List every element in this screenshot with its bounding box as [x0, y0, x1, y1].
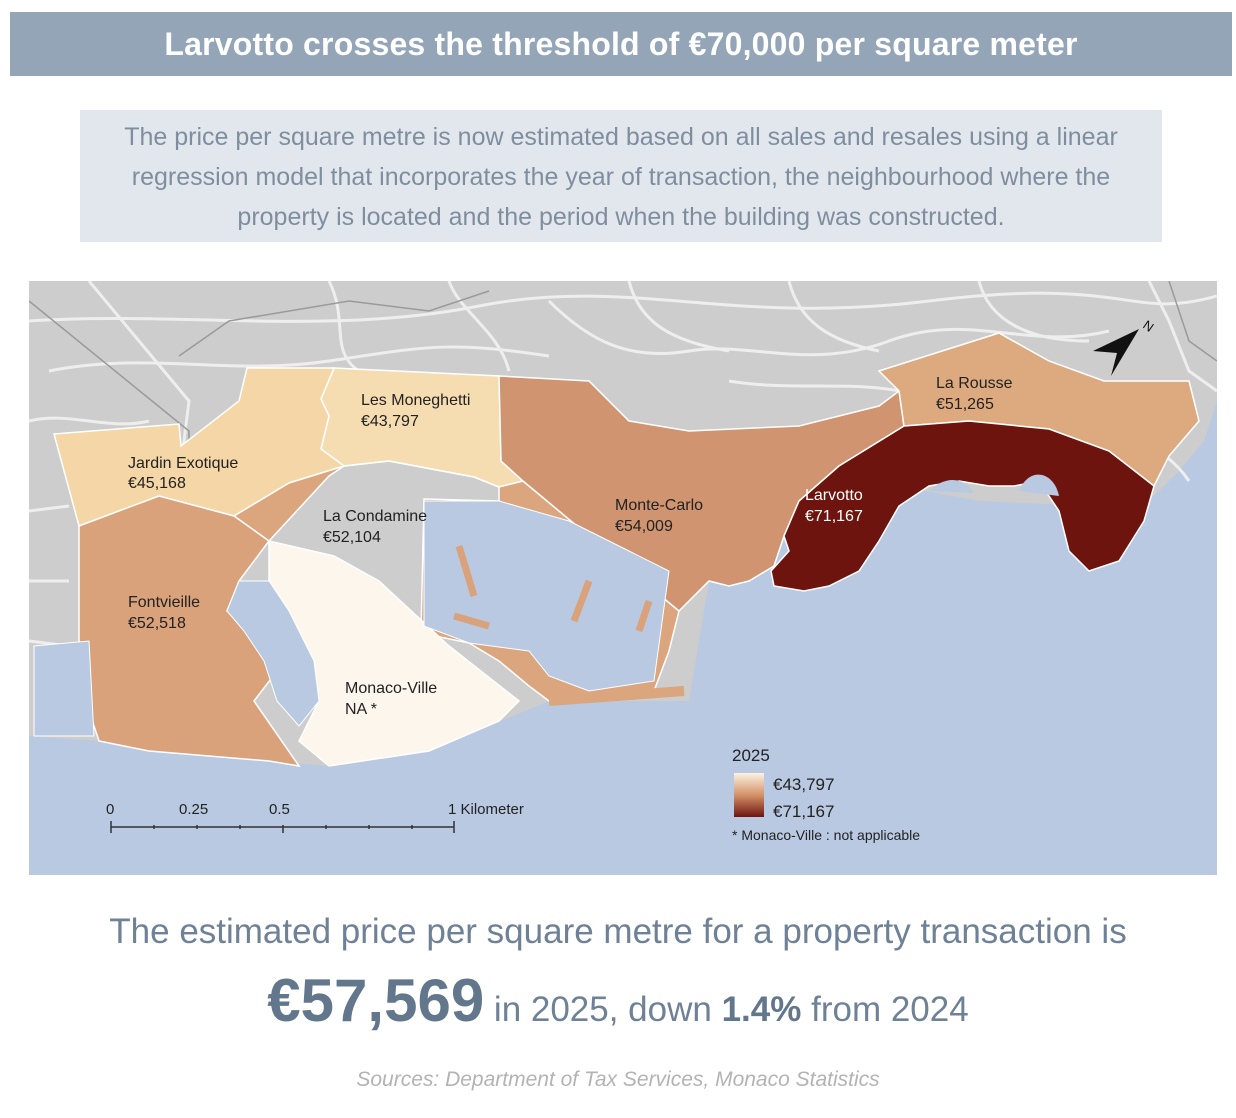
zone-label-monaco-ville-name: Monaco-Ville — [345, 680, 437, 697]
legend: 2025 €43,797 €71,167 * Monaco-Ville : no… — [732, 746, 920, 843]
scale-tick-label: 0 — [106, 801, 114, 818]
legend-min-label: €43,797 — [773, 775, 834, 794]
title-banner: Larvotto crosses the threshold of €70,00… — [10, 12, 1232, 76]
zone-label-larvotto-name: Larvotto — [805, 487, 863, 504]
legend-title: 2025 — [732, 746, 770, 765]
zone-label-larvotto-value: €71,167 — [805, 508, 863, 525]
scale-tick-label: 0.5 — [269, 801, 290, 818]
zone-label-monaco-ville-value: NA * — [345, 701, 377, 718]
scale-tick-label: 1 Kilometer — [448, 801, 524, 818]
west-marina — [33, 640, 95, 737]
headline-change: 1.4% — [721, 990, 802, 1029]
zone-label-fontvieille-value: €52,518 — [128, 615, 186, 632]
headline: €57,569 in 2025, down 1.4% from 2024 — [0, 966, 1236, 1035]
zone-label-monte-carlo-name: Monte-Carlo — [615, 497, 703, 514]
legend-note: * Monaco-Ville : not applicable — [732, 827, 920, 843]
zone-label-les-moneghetti-value: €43,797 — [361, 413, 419, 430]
summary-line: The estimated price per square metre for… — [109, 912, 1127, 951]
zone-label-la-condamine-value: €52,104 — [323, 529, 381, 546]
zone-label-fontvieille-name: Fontvieille — [128, 594, 200, 611]
larvotto-bay — [929, 479, 974, 493]
zone-label-les-moneghetti-name: Les Moneghetti — [361, 392, 470, 409]
sources-note: Sources: Department of Tax Services, Mon… — [356, 1068, 880, 1091]
zone-label-jardin-exotique-value: €45,168 — [128, 475, 186, 492]
fontvieille-port — [226, 580, 320, 727]
map-svg[interactable]: Les Moneghetti €43,797 Jardin Exotique €… — [29, 281, 1217, 875]
intro-text: The price per square metre is now estima… — [80, 110, 1162, 242]
larvotto-bay — [1019, 474, 1059, 496]
port-hercule — [423, 500, 670, 692]
headline-text-2: from 2024 — [801, 990, 969, 1029]
road-network — [29, 281, 1217, 648]
port-piers — [453, 544, 653, 633]
legend-max-label: €71,167 — [773, 802, 834, 821]
zone-label-la-condamine-name: La Condamine — [323, 508, 427, 525]
legend-color-ramp — [734, 773, 764, 817]
page-title: Larvotto crosses the threshold of €70,00… — [164, 25, 1078, 62]
zone-label-jardin-exotique-name: Jardin Exotique — [128, 455, 238, 472]
headline-text-1: in 2025, down — [484, 990, 722, 1029]
map[interactable]: Les Moneghetti €43,797 Jardin Exotique €… — [29, 281, 1217, 875]
zone-label-la-rousse-name: La Rousse — [936, 375, 1013, 392]
scale-tick-label: 0.25 — [179, 801, 208, 818]
zone-label-monte-carlo-value: €54,009 — [615, 518, 673, 535]
scale-bar: 0 0.25 0.5 1 Kilometer — [106, 801, 524, 833]
zone-label-la-rousse-value: €51,265 — [936, 396, 994, 413]
port-breakwater — [548, 686, 685, 706]
headline-price: €57,569 — [267, 967, 485, 1034]
